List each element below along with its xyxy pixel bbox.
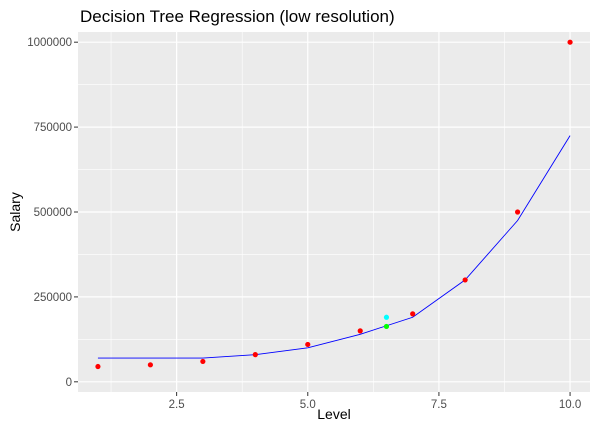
y-tick-label: 1000000 [27,37,72,49]
data-point [200,358,206,365]
data-point [383,314,390,320]
data-point [462,277,468,283]
y-tick-label: 750000 [34,122,72,134]
data-point [95,363,101,370]
y-tick-label: 250000 [34,292,72,304]
data-point [252,352,258,358]
x-tick-label: 5.0 [300,399,316,411]
x-tick-label: 2.5 [169,399,185,411]
data-point [383,323,390,330]
chart-title: Decision Tree Regression (low resolution… [80,7,395,26]
data-point [357,328,363,334]
x-tick-label: 7.5 [431,399,447,411]
y-tick-label: 0 [66,377,72,389]
series-layer [95,39,573,370]
regression-line [97,135,571,359]
x-tick-label: 10.0 [559,399,581,411]
data-point [567,39,573,45]
data-point [305,341,311,348]
y-tick-label: 500000 [34,207,72,219]
data-point [147,362,153,368]
y-axis: 0 250000 500000 750000 1000000 [27,37,78,389]
x-axis-title: Level [317,406,350,422]
y-axis-title: Salary [7,192,23,232]
major-gridlines [78,32,590,392]
data-point [515,209,521,215]
x-axis: 2.5 5.0 7.5 10.0 [169,392,581,411]
data-point [410,311,416,317]
